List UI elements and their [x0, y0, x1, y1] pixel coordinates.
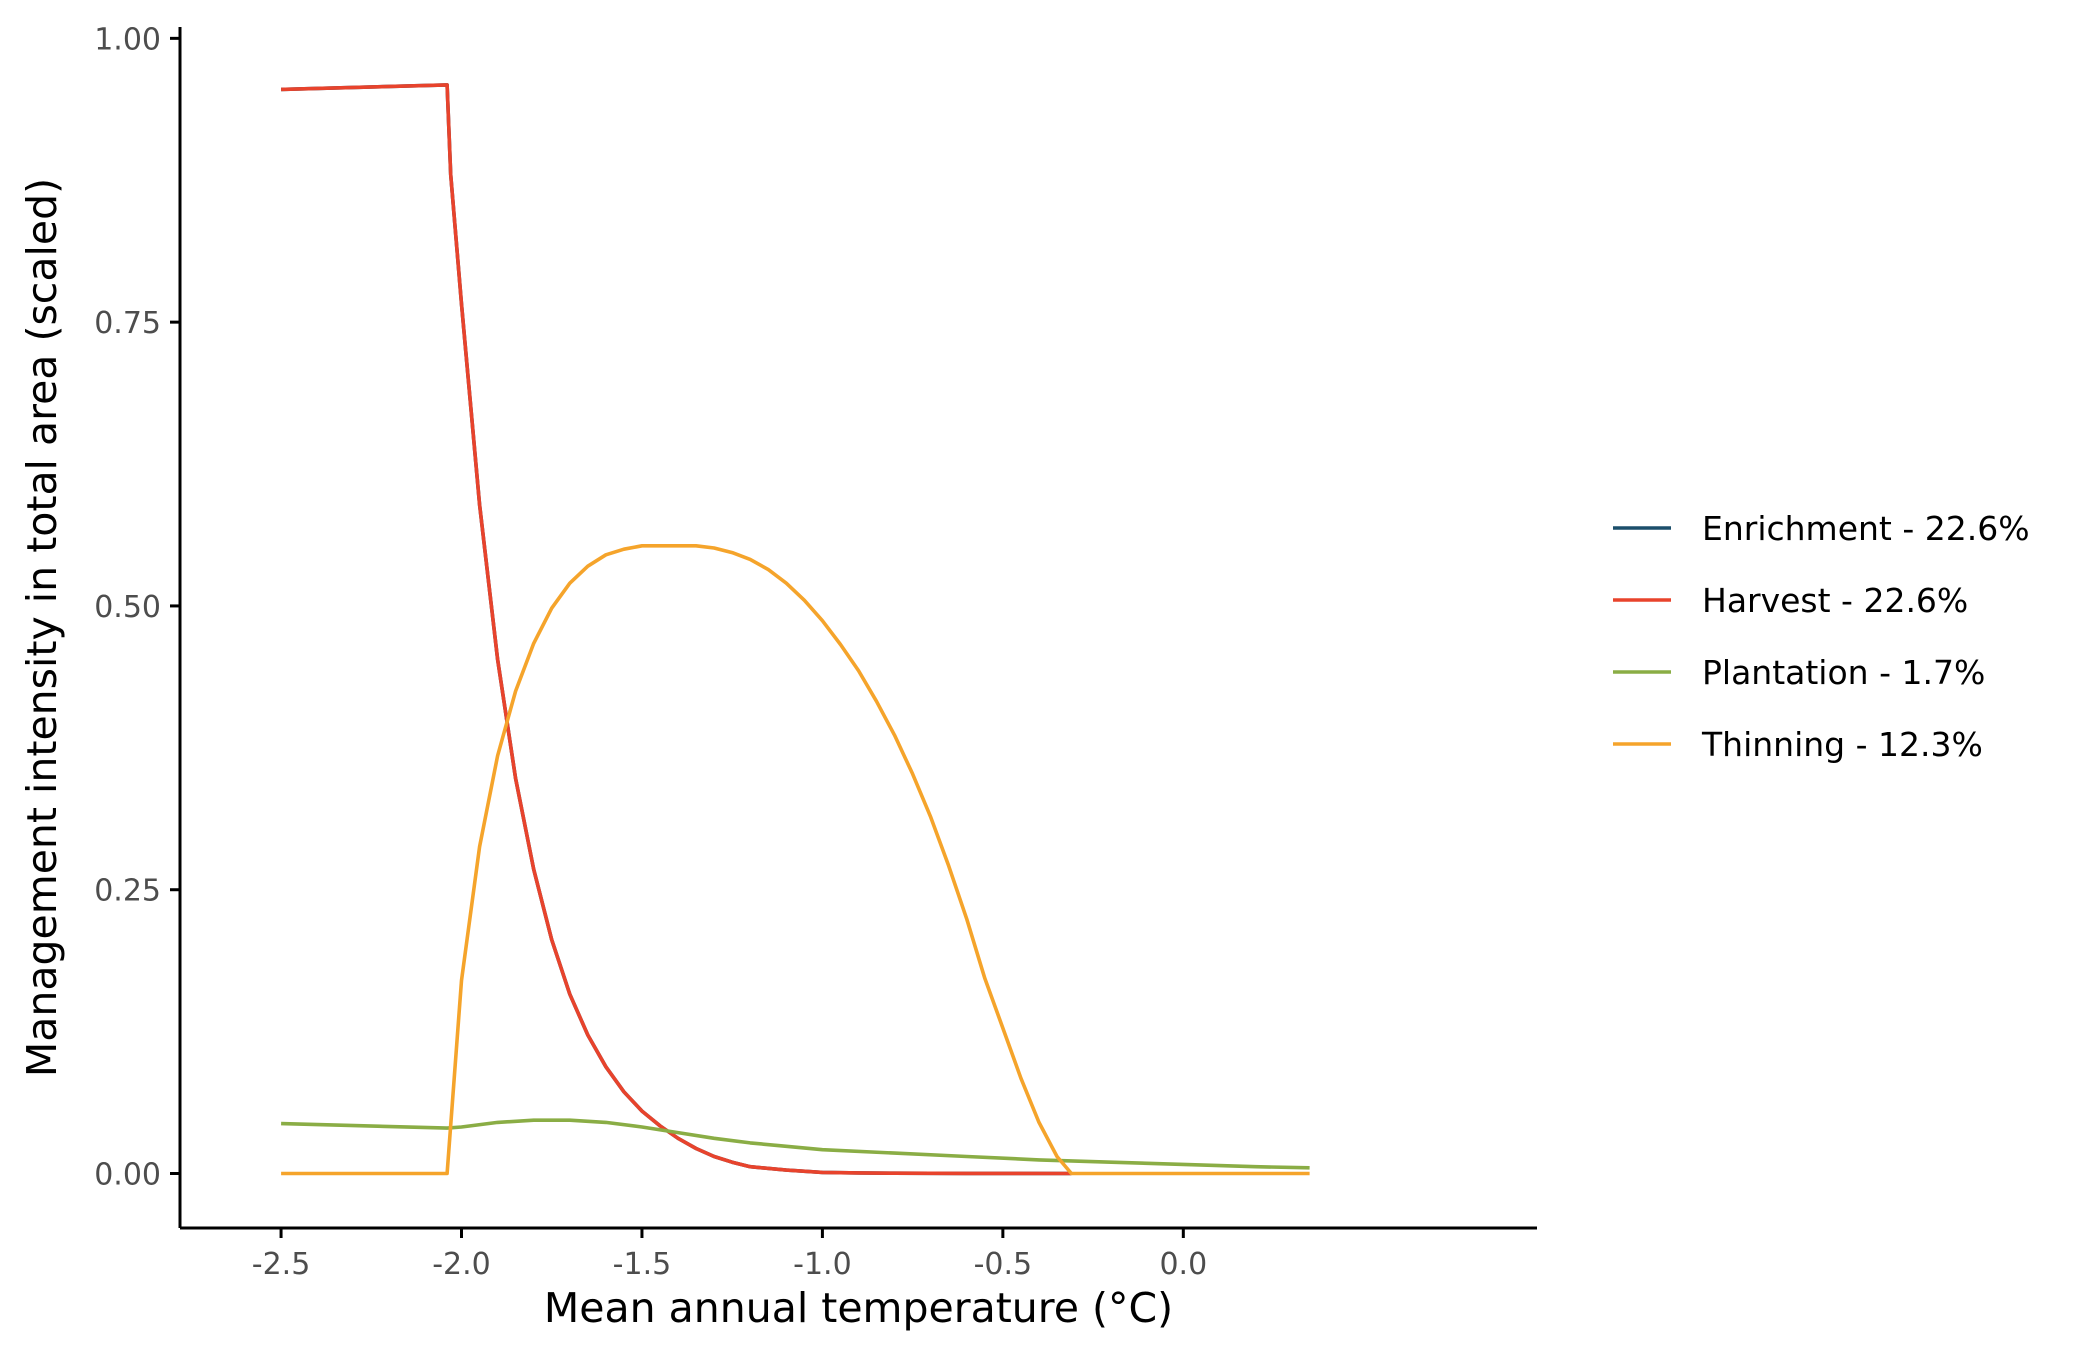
series-line-harvest	[281, 83, 1072, 1176]
legend: Enrichment - 22.6% Harvest - 22.6% Plantat…	[1613, 509, 2030, 764]
y-tick-label: 0.25	[94, 874, 161, 909]
legend-label: Enrichment - 22.6%	[1702, 509, 2030, 548]
axes-layer	[178, 27, 1537, 1230]
legend-label: Thinning - 12.3%	[1701, 725, 1983, 764]
y-axis-ticks: 0.00 0.25 0.50 0.75 1.00	[94, 22, 180, 1193]
y-tick-label: 0.00	[94, 1158, 161, 1193]
x-tick-label: -1.5	[613, 1247, 672, 1282]
series-layer	[281, 83, 1310, 1176]
x-axis-title: Mean annual temperature (°C)	[544, 1284, 1173, 1332]
series-line-thinning	[281, 544, 1310, 1176]
y-tick-label: 1.00	[94, 22, 161, 57]
x-tick-label: 0.0	[1159, 1247, 1207, 1282]
x-tick-label: -2.0	[432, 1247, 491, 1282]
x-tick-label: -2.5	[252, 1247, 311, 1282]
legend-label: Harvest - 22.6%	[1702, 581, 1968, 620]
x-tick-label: -1.0	[793, 1247, 852, 1282]
legend-label: Plantation - 1.7%	[1702, 653, 1985, 692]
series-line-plantation	[281, 1118, 1310, 1170]
x-tick-label: -0.5	[974, 1247, 1033, 1282]
y-tick-label: 0.50	[94, 590, 161, 625]
y-tick-label: 0.75	[94, 306, 161, 341]
y-axis-title: Management intensity in total area (scal…	[18, 178, 66, 1077]
x-axis-ticks: -2.5 -2.0 -1.5 -1.0 -0.5 0.0	[252, 1228, 1207, 1282]
